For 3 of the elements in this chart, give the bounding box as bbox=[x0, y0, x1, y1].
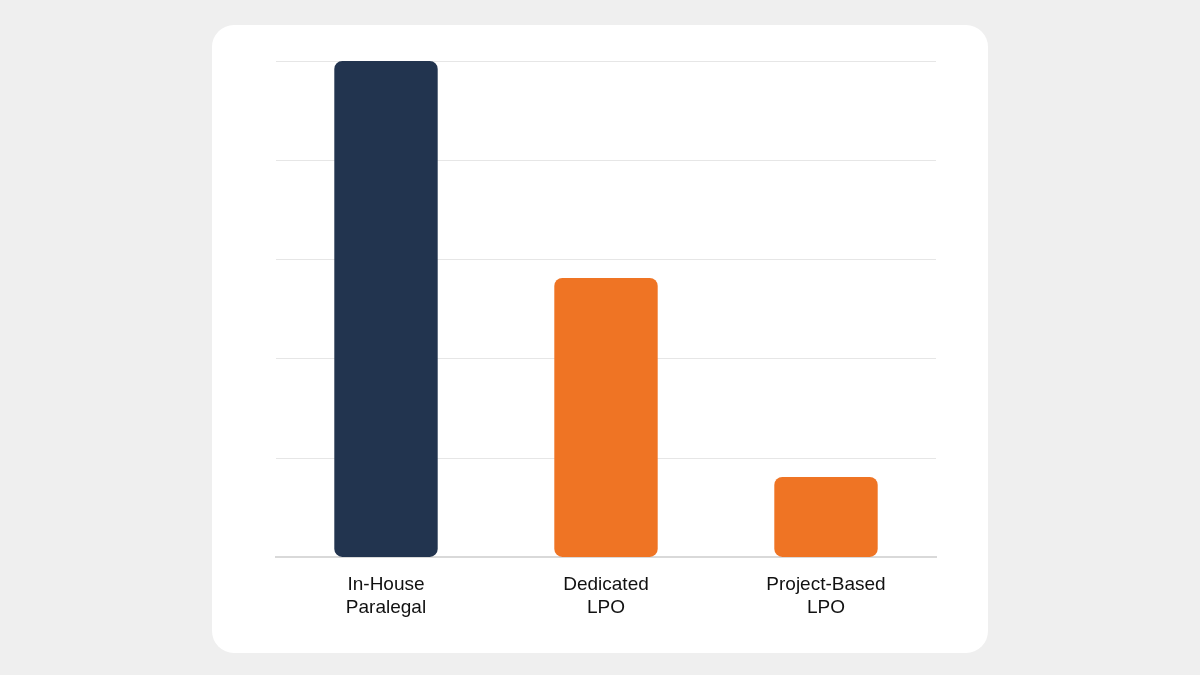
x-tick-label: Dedicated LPO bbox=[563, 573, 649, 617]
x-tick-label: Project-Based LPO bbox=[766, 573, 886, 617]
x-tick-label: In-House Paralegal bbox=[345, 573, 427, 617]
